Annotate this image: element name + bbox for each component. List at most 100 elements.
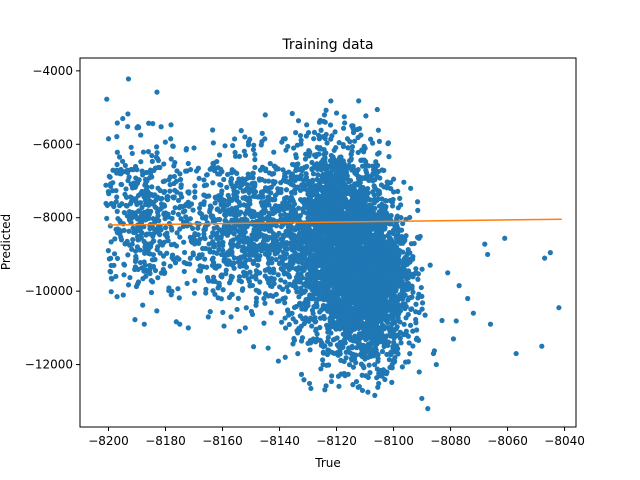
scatter-point: [311, 136, 317, 142]
scatter-point: [258, 189, 264, 195]
scatter-point: [340, 141, 346, 148]
scatter-point: [419, 306, 425, 312]
scatter-point: [378, 182, 385, 188]
scatter-point: [295, 245, 301, 251]
scatter-point: [403, 328, 409, 334]
scatter-point: [293, 254, 299, 260]
scatter-point: [386, 357, 392, 363]
scatter-point: [341, 114, 347, 120]
scatter-point: [242, 152, 249, 158]
scatter-point: [323, 260, 329, 267]
scatter-point: [383, 242, 389, 248]
scatter-point: [391, 189, 397, 195]
scatter-point: [359, 311, 365, 318]
scatter-point: [370, 208, 376, 214]
scatter-point: [210, 127, 216, 133]
scatter-point: [389, 258, 395, 265]
scatter-point: [372, 345, 378, 351]
scatter-point: [333, 179, 339, 185]
scatter-point: [360, 231, 366, 237]
scatter-point: [326, 254, 333, 260]
scatter-point: [427, 262, 433, 268]
scatter-point: [346, 206, 353, 212]
scatter-point: [335, 202, 341, 208]
scatter-point: [333, 214, 339, 220]
scatter-point: [353, 378, 360, 385]
scatter-point: [348, 212, 354, 218]
scatter-point: [286, 272, 292, 278]
scatter-point: [329, 242, 335, 248]
scatter-point: [307, 347, 313, 353]
scatter-point: [301, 267, 307, 273]
scatter-point: [372, 362, 378, 368]
scatter-point: [338, 163, 344, 169]
scatter-point: [203, 290, 209, 296]
scatter-point: [345, 145, 351, 151]
scatter-point: [343, 166, 350, 172]
scatter-point: [395, 188, 401, 194]
scatter-point: [367, 245, 373, 251]
scatter-point: [332, 173, 338, 179]
scatter-point: [383, 371, 390, 377]
scatter-point: [378, 262, 384, 268]
scatter-point: [350, 382, 356, 388]
scatter-point: [296, 205, 302, 211]
scatter-point: [238, 128, 244, 134]
scatter-point: [365, 374, 371, 380]
scatter-point: [356, 126, 363, 132]
scatter-point: [320, 134, 326, 140]
scatter-point: [337, 325, 343, 331]
scatter-point: [394, 270, 401, 277]
scatter-point: [318, 366, 324, 372]
scatter-point: [275, 272, 281, 278]
scatter-point: [331, 227, 337, 233]
scatter-point: [310, 252, 316, 258]
scatter-point: [372, 392, 378, 398]
scatter-point: [296, 325, 302, 331]
scatter-point: [383, 274, 389, 281]
scatter-point: [320, 357, 326, 363]
scatter-point: [305, 239, 311, 245]
scatter-point: [298, 371, 305, 377]
scatter-point: [388, 275, 394, 281]
scatter-point: [348, 230, 354, 236]
scatter-point: [315, 239, 321, 245]
scatter-point: [378, 313, 384, 319]
scatter-point: [336, 190, 342, 196]
scatter-point: [416, 309, 422, 316]
scatter-point: [402, 256, 408, 262]
scatter-point: [224, 184, 230, 190]
scatter-point: [383, 198, 389, 204]
scatter-point: [308, 340, 314, 346]
scatter-point: [376, 370, 382, 377]
scatter-point: [330, 337, 337, 343]
scatter-point: [389, 316, 396, 322]
scatter-point: [405, 246, 411, 253]
scatter-point: [341, 228, 347, 234]
scatter-point: [215, 206, 221, 212]
scatter-point: [379, 327, 385, 333]
scatter-point: [356, 331, 362, 337]
scatter-point: [320, 251, 326, 257]
scatter-point: [407, 351, 413, 357]
scatter-point: [361, 175, 367, 181]
scatter-point: [371, 184, 378, 190]
scatter-point: [398, 340, 404, 346]
scatter-point: [192, 278, 198, 284]
scatter-point: [234, 306, 240, 313]
scatter-point: [324, 338, 331, 344]
scatter-point: [190, 207, 196, 213]
scatter-point: [232, 149, 238, 156]
scatter-point: [345, 292, 352, 298]
scatter-point: [401, 179, 407, 185]
scatter-point: [398, 214, 404, 221]
scatter-point: [251, 142, 257, 148]
scatter-point: [290, 198, 296, 204]
scatter-point: [318, 127, 324, 133]
scatter-point: [321, 112, 328, 118]
scatter-point: [340, 283, 346, 289]
scatter-point: [395, 315, 401, 321]
scatter-point: [305, 178, 312, 184]
scatter-point: [356, 340, 362, 346]
